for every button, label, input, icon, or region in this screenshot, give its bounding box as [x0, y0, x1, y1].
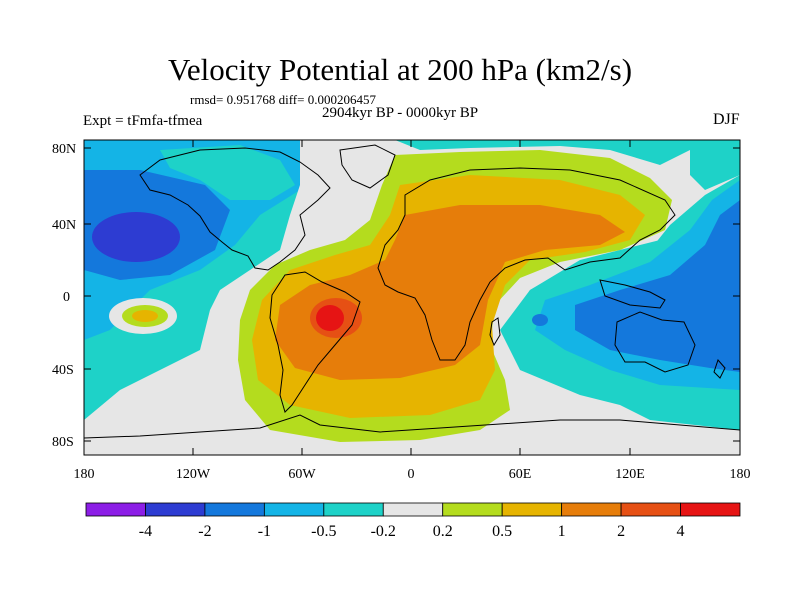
lat-label-40n: 40N [52, 218, 76, 233]
lon-label-60w: 60W [288, 467, 316, 482]
period-label: 2904kyr BP - 0000kyr BP [322, 105, 479, 121]
colorbar-label: -4 [139, 523, 152, 540]
coast-madagascar [489, 317, 501, 347]
stats-label: rmsd= 0.951768 diff= 0.000206457 [190, 92, 376, 107]
colorbar-box [204, 502, 265, 517]
colorbar-label: -0.2 [371, 523, 396, 540]
coast-southeast-asia [599, 279, 666, 309]
colorbar-box [323, 502, 384, 517]
lon-label-180e: 180 [730, 467, 751, 482]
coast-south-america [269, 271, 361, 413]
lon-label-120e: 120E [615, 467, 645, 482]
lat-label-80n: 80N [52, 142, 76, 157]
colorbar-label: 0.5 [492, 523, 512, 540]
contour-north-pacific-east-cyan [690, 145, 740, 190]
lat-label-80s: 80S [52, 435, 74, 450]
colorbar-label: 4 [677, 523, 685, 540]
contour-north-america-cyan [160, 145, 295, 200]
colorbar-label: 1 [558, 523, 566, 540]
colorbar-label: -2 [198, 523, 211, 540]
coastlines [84, 144, 740, 439]
colorbar-label: -0.5 [311, 523, 336, 540]
lon-label-120w: 120W [176, 467, 211, 482]
colorbar-box [382, 502, 444, 517]
experiment-label: Expt = tFmfa-tfmea [83, 113, 203, 129]
contour-south-america-core [316, 305, 344, 331]
contour-west-pacific-min [92, 212, 180, 262]
colorbar-box [620, 502, 681, 517]
map-frame [83, 139, 741, 456]
coast-north-america [139, 147, 331, 271]
colorbar-box [680, 502, 741, 517]
lon-label-0: 0 [408, 467, 415, 482]
lat-label-0: 0 [63, 290, 70, 305]
lat-label-40s: 40S [52, 363, 74, 378]
colorbar-box [561, 502, 622, 517]
colorbar: -4 -2 -1 -0.5 -0.2 0.2 0.5 1 2 4 [85, 502, 741, 540]
coast-greenland [339, 144, 396, 189]
lon-label-180w: 180 [74, 467, 95, 482]
coast-antarctica [84, 414, 740, 439]
coast-new-zealand [713, 359, 726, 379]
contour-orange [275, 205, 625, 380]
colorbar-box [263, 502, 325, 517]
latitude-axis [84, 147, 740, 442]
colorbar-label: -1 [258, 523, 271, 540]
contour-indian-ocean-blue [532, 314, 548, 326]
coast-eurasia-africa [377, 167, 676, 361]
colorbar-label: 2 [617, 523, 625, 540]
contour-pacific-positive-core [132, 310, 158, 322]
colorbar-label: 0.2 [433, 523, 453, 540]
plot-title: Velocity Potential at 200 hPa (km2/s) [167, 52, 633, 87]
colorbar-box [145, 502, 206, 517]
map-field [84, 140, 740, 455]
colorbar-box [85, 502, 146, 517]
colorbar-box [501, 502, 563, 517]
season-label: DJF [713, 111, 740, 128]
longitude-axis [192, 140, 631, 455]
coast-australia [614, 311, 696, 373]
lon-label-60e: 60E [509, 467, 532, 482]
colorbar-box [442, 502, 503, 517]
